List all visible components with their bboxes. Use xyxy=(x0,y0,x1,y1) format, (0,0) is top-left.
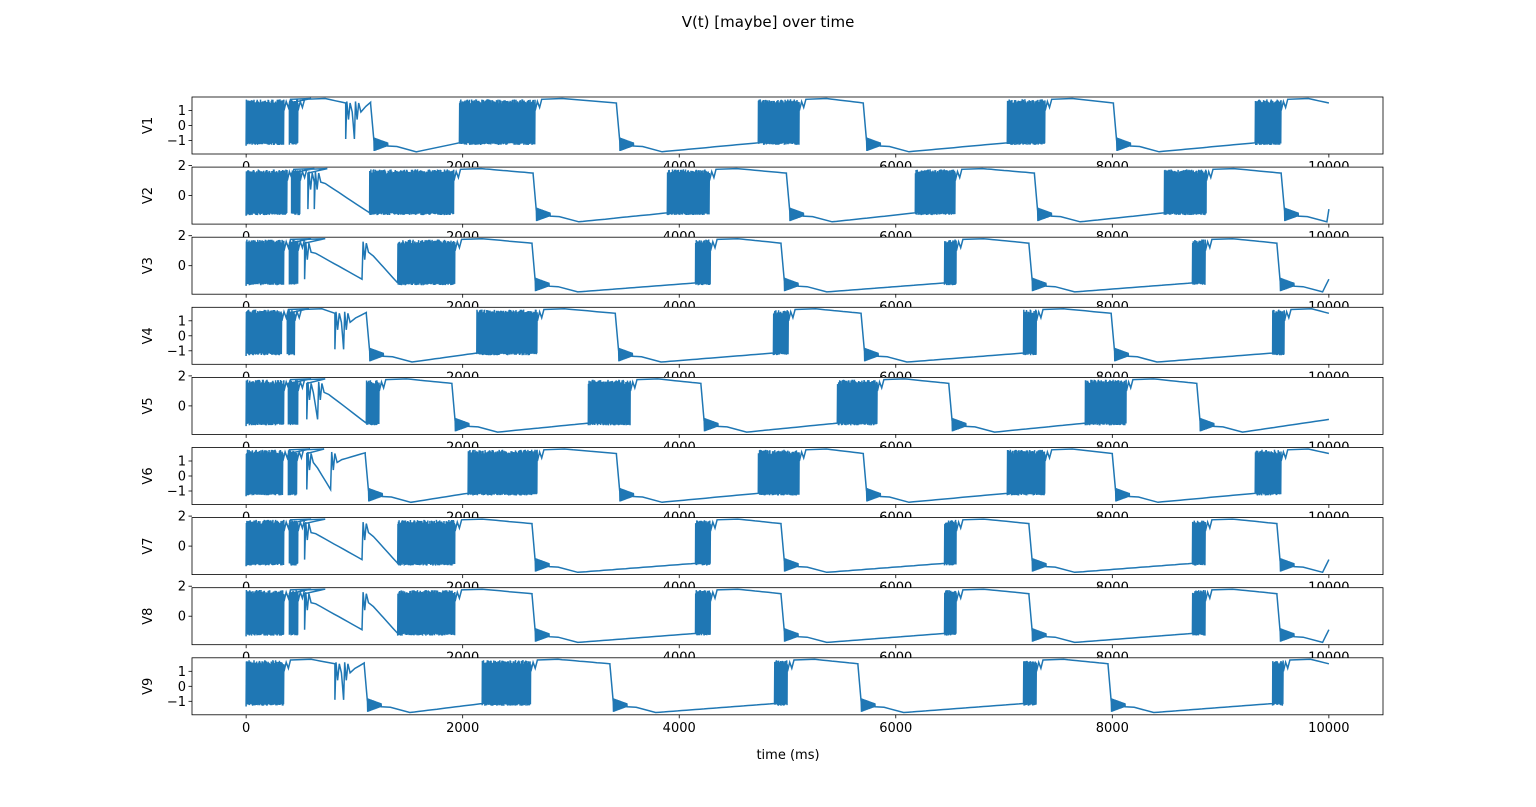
y-tick-label: 0 xyxy=(178,119,186,134)
y-tick-label: 2 xyxy=(178,229,186,244)
y-tick-label: 0 xyxy=(178,259,186,274)
y-axis-label: V9 xyxy=(141,678,156,695)
subplot-4: −101V40200040006000800010000 xyxy=(141,306,1384,385)
series-line-v3 xyxy=(245,237,1330,293)
y-tick-label: 1 xyxy=(178,314,186,329)
x-tick-label: 2000 xyxy=(446,721,479,736)
x-tick-label: 10000 xyxy=(1308,721,1349,736)
y-tick-label: 2 xyxy=(178,159,186,174)
y-tick-label: 1 xyxy=(178,104,186,119)
series-line-v8 xyxy=(245,588,1330,644)
y-tick-label: 0 xyxy=(178,610,186,625)
y-axis-label: V3 xyxy=(141,257,156,274)
y-tick-label: 0 xyxy=(178,540,186,555)
subplots: −101V1020004000600080001000002V202000400… xyxy=(141,96,1384,736)
y-tick-label: −1 xyxy=(167,134,186,149)
subplot-1: −101V10200040006000800010000 xyxy=(141,96,1384,175)
x-tick-label: 0 xyxy=(242,721,250,736)
series-line-v7 xyxy=(245,518,1330,574)
subplot-2: 02V20200040006000800010000 xyxy=(141,159,1384,245)
chart-title: V(t) [maybe] over time xyxy=(682,13,855,31)
subplot-7: 02V70200040006000800010000 xyxy=(141,510,1384,596)
series-line-v9 xyxy=(245,658,1330,714)
subplot-3: 02V30200040006000800010000 xyxy=(141,229,1384,315)
y-tick-label: 0 xyxy=(178,680,186,695)
x-tick-label: 4000 xyxy=(663,721,696,736)
x-tick-label: 6000 xyxy=(879,721,912,736)
y-axis-label: V6 xyxy=(141,467,156,484)
series-line-v6 xyxy=(245,448,1330,504)
y-tick-label: 2 xyxy=(178,369,186,384)
subplot-8: 02V80200040006000800010000 xyxy=(141,580,1384,666)
y-tick-label: 0 xyxy=(178,329,186,344)
subplot-6: −101V60200040006000800010000 xyxy=(141,447,1384,526)
x-axis-label: time (ms) xyxy=(756,748,819,763)
y-tick-label: −1 xyxy=(167,485,186,500)
axes-background xyxy=(192,377,1383,435)
y-tick-label: 1 xyxy=(178,455,186,470)
y-tick-label: 2 xyxy=(178,580,186,595)
y-axis-label: V8 xyxy=(141,608,156,625)
y-tick-label: 1 xyxy=(178,665,186,680)
y-axis-label: V2 xyxy=(141,187,156,204)
y-tick-label: 0 xyxy=(178,189,186,204)
y-tick-label: −1 xyxy=(167,344,186,359)
y-axis-label: V7 xyxy=(141,538,156,555)
y-axis-label: V4 xyxy=(141,327,156,344)
y-tick-label: 2 xyxy=(178,510,186,525)
y-tick-label: −1 xyxy=(167,695,186,710)
series-line-v4 xyxy=(245,308,1330,363)
subplot-5: 02V50200040006000800010000 xyxy=(141,369,1384,455)
y-tick-label: 0 xyxy=(178,470,186,485)
y-axis-label: V5 xyxy=(141,397,156,414)
series-line-v5 xyxy=(245,378,1330,433)
series-line-v2 xyxy=(245,167,1330,223)
x-tick-label: 8000 xyxy=(1096,721,1129,736)
series-line-v1 xyxy=(245,97,1330,153)
y-tick-label: 0 xyxy=(178,399,186,414)
y-axis-label: V1 xyxy=(141,117,156,134)
